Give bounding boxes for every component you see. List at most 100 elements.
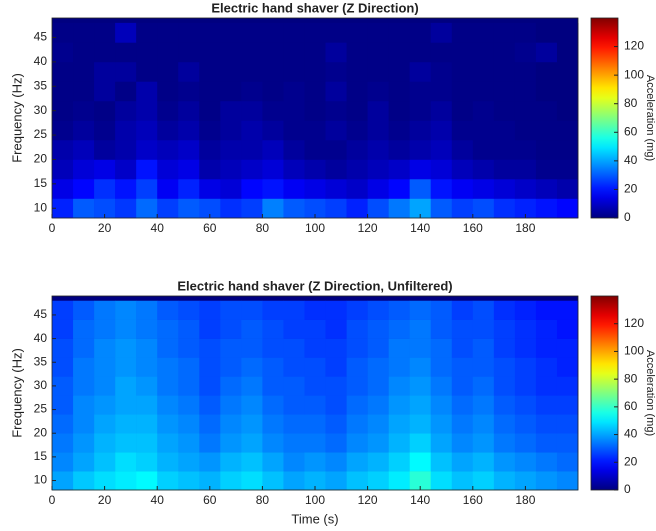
heat-cell (115, 61, 137, 82)
heat-cell (136, 300, 158, 320)
heat-cell (388, 61, 410, 82)
heat-cell (451, 22, 474, 43)
heat-cell (52, 22, 74, 43)
heat-cell (199, 357, 221, 377)
heat-cell (241, 338, 263, 358)
heat-cell (472, 42, 495, 63)
heat-cell (136, 159, 158, 180)
heat-cell (367, 376, 389, 396)
heat-cell (367, 471, 389, 491)
heat-cell (283, 159, 305, 180)
y-tick-label: 15 (34, 449, 48, 463)
heat-cell (325, 433, 347, 453)
heat-cell (514, 376, 537, 396)
heat-cell (220, 395, 242, 415)
heat-cell (178, 376, 200, 396)
heat-cell (493, 120, 516, 141)
heat-cell (472, 300, 495, 320)
heat-cell (409, 81, 432, 102)
x-tick-label: 80 (256, 221, 270, 235)
heat-cell (262, 300, 284, 320)
heat-cell (178, 100, 200, 121)
heat-cell (346, 81, 368, 102)
heat-cell (388, 433, 410, 453)
heat-cell (136, 414, 158, 434)
heat-cell (409, 159, 432, 180)
heat-cell (283, 319, 305, 339)
heat-cell (430, 159, 453, 180)
colorbar (590, 17, 619, 219)
heat-cell (94, 61, 116, 82)
heat-cell (409, 42, 432, 63)
heat-cell (325, 42, 347, 63)
heat-cell (283, 198, 305, 219)
heat-cell (115, 42, 137, 63)
heat-cell (430, 139, 453, 160)
heat-cell (472, 395, 495, 415)
heat-cell (94, 376, 116, 396)
heat-cell (199, 139, 221, 160)
heat-cell (241, 81, 263, 102)
heat-cell (451, 300, 474, 320)
colorbar-tick-label: 40 (624, 153, 638, 167)
heat-cell (157, 395, 179, 415)
heat-cell (52, 395, 74, 415)
heat-cell (472, 433, 495, 453)
x-tick-label: 180 (515, 493, 535, 507)
colorbar-tick-label: 120 (624, 39, 644, 53)
heat-cell (157, 376, 179, 396)
y-tick-label: 15 (34, 176, 48, 190)
heat-cell (94, 357, 116, 377)
heat-cell (346, 319, 368, 339)
heat-cell (493, 178, 516, 199)
heat-cell (451, 100, 474, 121)
heat-cell (556, 61, 579, 82)
heat-cell (514, 319, 537, 339)
heat-cell (535, 159, 558, 180)
heat-cell (73, 433, 95, 453)
heat-cell (535, 139, 558, 160)
heat-cell (199, 338, 221, 358)
heat-cell (178, 319, 200, 339)
heat-cell (304, 178, 326, 199)
heat-cell (94, 414, 116, 434)
heat-cell (514, 139, 537, 160)
heat-cell (493, 100, 516, 121)
heat-cell (73, 42, 95, 63)
heat-cell (514, 433, 537, 453)
heat-cell (493, 471, 516, 491)
heat-cell (388, 81, 410, 102)
heat-cell (262, 338, 284, 358)
heat-cell (388, 319, 410, 339)
heat-cell (388, 338, 410, 358)
heat-cell (472, 139, 495, 160)
heat-cell (115, 338, 137, 358)
heat-cell (52, 120, 74, 141)
heat-cell (451, 81, 474, 102)
heat-cell (493, 414, 516, 434)
heat-cell (535, 22, 558, 43)
heat-cell (556, 42, 579, 63)
heat-cell (325, 81, 347, 102)
heat-cell (52, 357, 74, 377)
heat-cell (472, 452, 495, 472)
heat-cell (346, 376, 368, 396)
heat-cell (409, 414, 432, 434)
heat-cell (199, 198, 221, 219)
heat-cell (178, 338, 200, 358)
heat-cell (430, 300, 453, 320)
heat-cell (346, 22, 368, 43)
heat-cell (220, 81, 242, 102)
heat-cell (262, 357, 284, 377)
heat-cell (178, 300, 200, 320)
heat-cell (430, 22, 453, 43)
heat-cell (304, 319, 326, 339)
heat-cell (283, 414, 305, 434)
heat-cell (94, 300, 116, 320)
heat-cell (241, 319, 263, 339)
heat-cell (283, 81, 305, 102)
heat-cell (178, 81, 200, 102)
heat-cell (73, 338, 95, 358)
heat-cell (514, 414, 537, 434)
y-tick-label: 10 (34, 200, 48, 214)
